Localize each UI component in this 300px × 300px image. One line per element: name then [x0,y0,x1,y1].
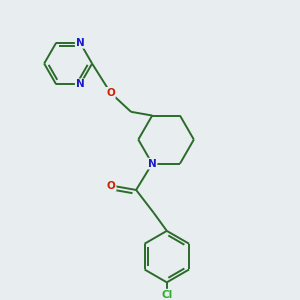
Text: O: O [107,181,116,190]
Text: O: O [106,88,115,98]
Text: N: N [76,79,85,89]
Text: N: N [148,159,157,169]
Text: Cl: Cl [161,290,172,300]
Text: N: N [76,38,85,48]
